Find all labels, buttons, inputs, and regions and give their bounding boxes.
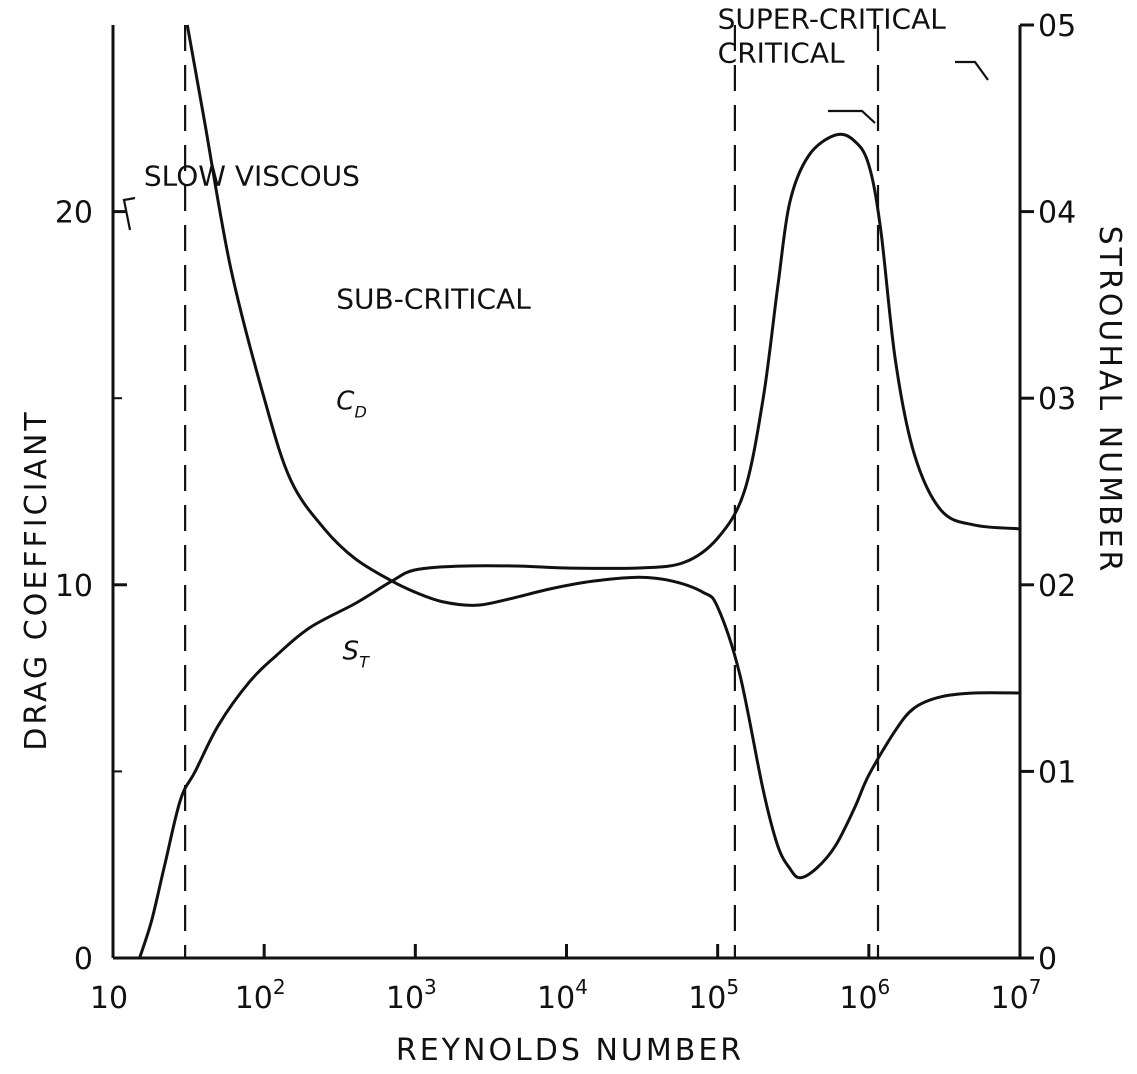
- critical-leader: [828, 109, 876, 124]
- right-axis-title: STROUHAL NUMBER: [1092, 226, 1127, 575]
- y-tick-label: 20: [55, 196, 93, 231]
- y2-tick-label: 05: [1038, 9, 1076, 44]
- y2-tick-label: 03: [1038, 382, 1076, 417]
- strouhal-number-curve: [138, 132, 1021, 959]
- regime-label: CRITICAL: [718, 36, 845, 69]
- curve-label: ST: [343, 636, 371, 671]
- regime-label: SUB-CRITICAL: [336, 283, 531, 316]
- drag-coefficient-curve: [185, 24, 1021, 880]
- x-tick-label: 105: [688, 975, 739, 1016]
- right-axis-ticks: 0 01 02 03 04 05: [1020, 9, 1076, 977]
- curves: [138, 24, 1021, 959]
- y2-tick-label: 0: [1038, 942, 1057, 977]
- x-tick-label: 102: [235, 975, 286, 1016]
- left-axis-ticks: 0 10 20: [55, 196, 127, 977]
- x-axis-title: REYNOLDS NUMBER: [396, 1033, 744, 1068]
- x-axis-ticks: 10 102 103 104 105 106 107: [90, 944, 1042, 1016]
- annotations: CD ST SLOW VISCOUS SUB-CRITICAL CRITICALSUPE…: [122, 3, 989, 671]
- super-critical-leader: [955, 60, 989, 81]
- x-tick-label: 104: [537, 975, 588, 1016]
- x-tick-label: 103: [386, 975, 437, 1016]
- y2-tick-label: 02: [1038, 569, 1076, 604]
- curve-label: CD: [336, 386, 366, 421]
- y-tick-label: 10: [55, 569, 93, 604]
- slow-viscous-leader: [122, 196, 136, 231]
- y2-tick-label: 01: [1038, 755, 1076, 790]
- y2-tick-label: 04: [1038, 196, 1076, 231]
- x-tick-label: 10: [90, 981, 128, 1016]
- x-tick-label: 106: [839, 975, 890, 1016]
- regime-label: SLOW VISCOUS: [144, 159, 360, 192]
- left-axis-title: DRAG COEFFICIANT: [19, 409, 54, 750]
- regime-label: SUPER-CRITICAL: [718, 3, 947, 36]
- x-tick-label: 107: [991, 975, 1042, 1016]
- y-tick-label: 0: [74, 942, 93, 977]
- regime-divider-lines: [184, 25, 880, 958]
